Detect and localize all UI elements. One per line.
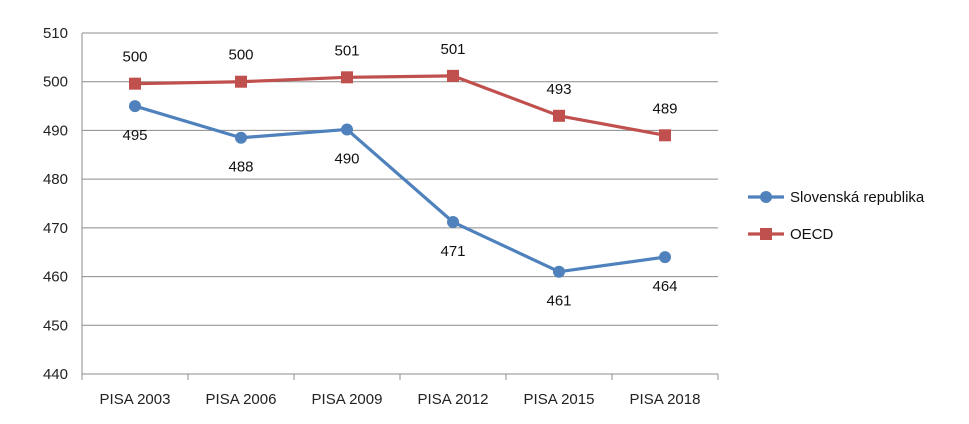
data-point	[341, 123, 353, 136]
data-label: 501	[440, 41, 465, 58]
y-axis: 440 450 460 470 480 490 500 510	[43, 25, 83, 383]
y-tick-label: 480	[43, 171, 68, 188]
data-point	[447, 69, 459, 82]
x-tick-label: PISA 2006	[206, 391, 277, 408]
data-point	[659, 129, 671, 142]
data-point	[447, 216, 459, 229]
y-tick-label: 460	[43, 269, 68, 286]
y-tick-label: 470	[43, 220, 68, 237]
y-tick-label: 510	[43, 25, 68, 42]
legend-marker	[760, 228, 772, 240]
data-label: 501	[334, 42, 359, 59]
data-label: 488	[228, 159, 253, 176]
data-point	[659, 251, 671, 264]
x-tick-label: PISA 2018	[630, 391, 701, 408]
series-line	[134, 104, 666, 274]
x-axis: PISA 2003 PISA 2006 PISA 2009 PISA 2012 PISA…	[81, 373, 719, 408]
series-line	[134, 74, 666, 137]
y-tick-label: 490	[43, 122, 68, 139]
data-label: 490	[334, 150, 359, 167]
data-label: 493	[546, 81, 571, 98]
data-point	[235, 75, 247, 88]
data-point	[235, 131, 247, 144]
y-tick-label: 500	[43, 74, 68, 91]
legend-marker	[760, 191, 772, 203]
data-point	[129, 100, 141, 113]
legend-label: OECD	[790, 226, 834, 243]
data-point	[341, 71, 353, 84]
data-label: 489	[652, 100, 677, 117]
legend-label: Slovenská republika	[790, 189, 925, 206]
series-group: 495 488 490 471 461 464 500 500 501 501 493 489	[122, 41, 677, 310]
x-tick-label: PISA 2015	[524, 391, 595, 408]
data-label: 500	[122, 49, 147, 66]
data-label: 500	[228, 47, 253, 64]
data-point	[129, 77, 141, 90]
data-point	[553, 109, 565, 122]
x-tick-label: PISA 2009	[312, 391, 383, 408]
y-tick-label: 450	[43, 317, 68, 334]
x-tick-label: PISA 2012	[418, 391, 489, 408]
x-tick-label: PISA 2003	[100, 391, 171, 408]
data-point	[553, 265, 565, 278]
legend: Slovenská republika OECD	[748, 189, 925, 243]
y-tick-label: 440	[43, 366, 68, 383]
data-label: 495	[122, 127, 147, 144]
data-label: 471	[440, 243, 465, 260]
data-label: 461	[546, 293, 571, 310]
data-label: 464	[652, 278, 677, 295]
